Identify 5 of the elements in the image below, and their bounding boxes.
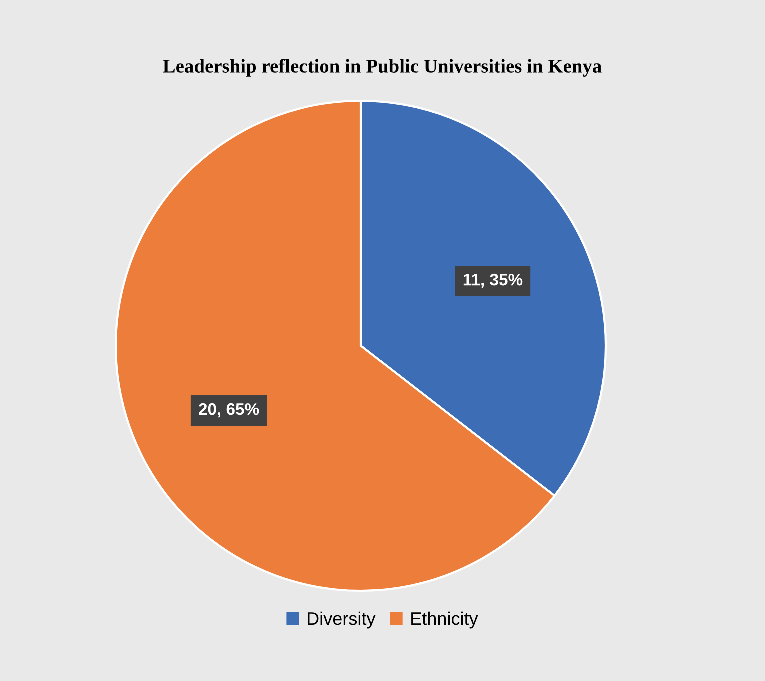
data-label: 20, 65% [199,403,260,418]
chart-title: Leadership reflection in Public Universities in Kenya [163,59,602,77]
legend-label: Ethnicity [412,612,478,629]
legend-label: Diversity [308,612,376,629]
data-label: 11, 35% [464,274,523,288]
